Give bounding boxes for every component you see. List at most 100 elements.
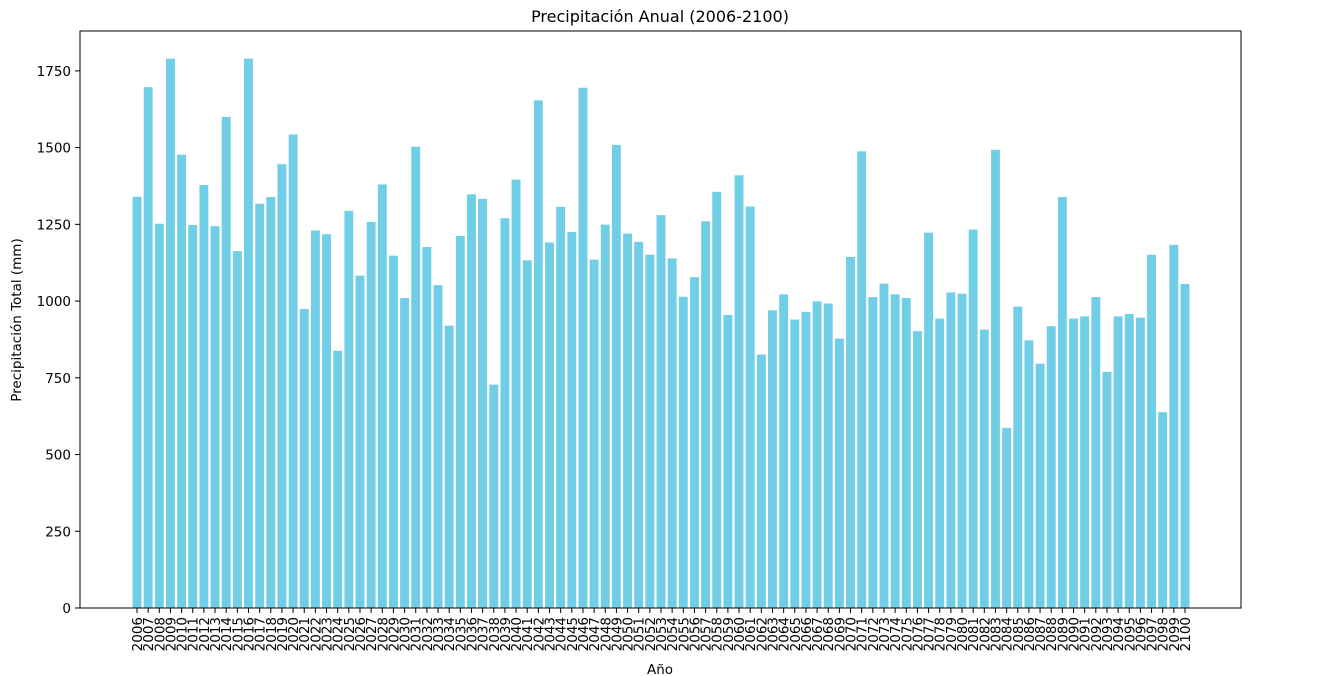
- bar-2089: [1057, 197, 1067, 609]
- bar-2082: [979, 329, 989, 608]
- x-tick-label: 2007: [141, 617, 157, 651]
- bar-2099: [1169, 244, 1179, 609]
- x-tick-label: 2028: [375, 617, 391, 651]
- bar-2047: [589, 259, 599, 608]
- x-tick-label: 2039: [498, 617, 514, 651]
- x-tick-label: 2030: [398, 617, 414, 651]
- bar-2036: [467, 194, 476, 608]
- x-tick-label: 2066: [799, 617, 815, 651]
- bar-2071: [857, 151, 867, 608]
- bar-2083: [991, 149, 1000, 608]
- x-tick-label: 2023: [320, 617, 336, 651]
- x-tick-label: 2056: [687, 617, 703, 651]
- bar-2054: [667, 258, 677, 608]
- x-tick-label: 2075: [899, 617, 915, 651]
- y-axis-label: Precipitación Total (mm): [9, 238, 25, 401]
- x-tick-label: 2029: [386, 617, 402, 651]
- x-tick-label: 2077: [922, 617, 938, 651]
- bar-2081: [968, 229, 978, 608]
- bar-2058: [712, 191, 722, 608]
- x-tick-label: 2016: [241, 617, 257, 651]
- x-tick-label: 2012: [197, 617, 213, 651]
- x-tick-label: 2073: [877, 617, 893, 651]
- x-tick-label: 2076: [910, 617, 926, 651]
- bar-2019: [277, 164, 287, 608]
- bar-2088: [1046, 326, 1056, 608]
- bar-2025: [344, 210, 354, 608]
- bar-2031: [411, 146, 421, 608]
- x-tick-label: 2015: [230, 617, 246, 651]
- x-tick-label: 2092: [1089, 617, 1105, 651]
- bar-2028: [377, 184, 387, 608]
- y-tick-label: 0: [62, 601, 71, 617]
- x-tick-label: 2042: [531, 617, 547, 651]
- bar-2034: [444, 325, 454, 608]
- x-tick-label: 2080: [955, 617, 971, 651]
- bar-2020: [288, 134, 298, 608]
- bar-2022: [310, 230, 320, 609]
- bar-2059: [723, 314, 733, 608]
- bar-2051: [634, 241, 644, 608]
- x-tick-label: 2049: [609, 617, 625, 651]
- x-tick-label: 2086: [1022, 617, 1038, 651]
- x-tick-label: 2071: [855, 617, 871, 651]
- y-tick-label: 1000: [37, 294, 71, 310]
- bar-2042: [533, 100, 543, 609]
- x-tick-label: 2060: [732, 617, 748, 651]
- bar-2050: [623, 233, 633, 608]
- x-tick-label: 2084: [1000, 617, 1016, 651]
- x-tick-label: 2087: [1033, 617, 1049, 651]
- x-tick-label: 2044: [554, 617, 570, 651]
- bar-2052: [645, 254, 655, 609]
- y-tick-label: 1250: [37, 217, 71, 233]
- x-tick-label: 2035: [453, 617, 469, 651]
- x-tick-label: 2074: [888, 617, 904, 651]
- bar-2084: [1002, 427, 1012, 608]
- bar-2096: [1135, 317, 1145, 608]
- x-tick-label: 2031: [409, 617, 425, 651]
- y-tick-label: 1500: [37, 141, 71, 157]
- x-tick-label: 2057: [699, 617, 715, 651]
- x-tick-label: 2050: [621, 617, 637, 651]
- bar-2060: [734, 175, 744, 608]
- x-tick-label: 2043: [543, 617, 559, 651]
- y-axis: 0 250 500 750 1000 1250 1500 1750: [37, 64, 80, 617]
- x-tick-label: 2100: [1178, 617, 1194, 651]
- bar-2009: [165, 58, 175, 609]
- y-tick-label: 1750: [37, 64, 71, 80]
- x-tick-label: 2095: [1122, 617, 1138, 651]
- x-tick-label: 2025: [342, 617, 358, 651]
- x-tick-label: 2098: [1156, 617, 1172, 651]
- bar-2095: [1124, 313, 1134, 608]
- x-tick-label: 2013: [208, 617, 224, 651]
- x-tick-label: 2024: [331, 617, 347, 651]
- x-tick-label: 2051: [632, 617, 648, 651]
- bar-2078: [935, 318, 945, 608]
- bar-2093: [1102, 371, 1112, 608]
- x-tick-label: 2079: [944, 617, 960, 651]
- bar-2033: [433, 285, 443, 608]
- bar-2007: [143, 87, 153, 609]
- bar-2066: [801, 311, 811, 608]
- x-axis: 2006200720082009201020112012201320142015…: [130, 608, 1194, 651]
- bar-2015: [232, 251, 242, 608]
- bar-2056: [689, 277, 699, 608]
- bar-2073: [879, 283, 889, 608]
- x-tick-label: 2047: [587, 617, 603, 651]
- bar-2085: [1013, 306, 1023, 608]
- bar-2070: [846, 256, 855, 608]
- bar-2008: [154, 223, 164, 609]
- bar-2026: [355, 275, 365, 608]
- bar-2041: [522, 260, 532, 608]
- x-tick-label: 2014: [219, 617, 235, 651]
- x-tick-label: 2061: [743, 617, 759, 651]
- bar-2014: [221, 116, 231, 608]
- bar-2061: [745, 206, 755, 608]
- x-tick-label: 2021: [297, 617, 313, 651]
- y-tick-label: 750: [45, 371, 71, 387]
- x-tick-label: 2026: [353, 617, 369, 651]
- x-tick-label: 2082: [977, 617, 993, 651]
- x-tick-label: 2009: [163, 617, 179, 651]
- bar-2010: [177, 154, 187, 608]
- x-tick-label: 2089: [1055, 617, 1071, 651]
